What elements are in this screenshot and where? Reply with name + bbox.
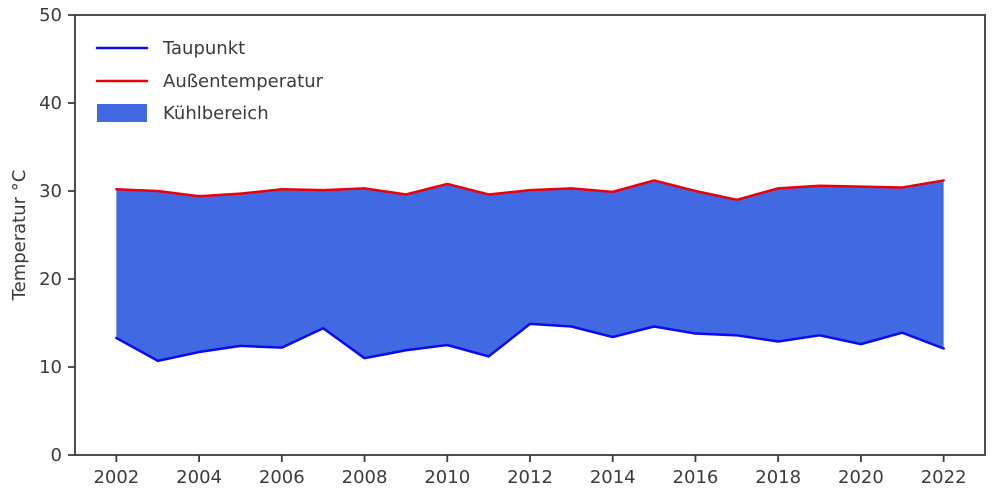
x-tick-label: 2004 <box>176 467 222 488</box>
legend-label: Kühlbereich <box>163 103 269 124</box>
y-tick-label: 20 <box>39 269 62 290</box>
legend-label: Außentemperatur <box>163 71 324 92</box>
x-tick-label: 2020 <box>838 467 884 488</box>
legend: Taupunkt Außentemperatur Kühlbereich <box>95 38 324 124</box>
cooling-region-area <box>116 180 944 361</box>
legend-label: Taupunkt <box>162 38 245 59</box>
x-tick-label: 2016 <box>673 467 719 488</box>
x-tick-label: 2008 <box>342 467 388 488</box>
x-tick-label: 2010 <box>424 467 470 488</box>
y-tick-label: 10 <box>39 357 62 378</box>
legend-patch-sample <box>97 104 147 122</box>
y-tick-label: 50 <box>39 5 62 26</box>
y-axis-label: Temperatur °C <box>9 170 30 302</box>
x-tick-label: 2012 <box>507 467 553 488</box>
x-tick-label: 2022 <box>921 467 967 488</box>
series-line-taupunkt <box>115 322 945 363</box>
x-tick-label: 2006 <box>259 467 305 488</box>
x-tick-label: 2014 <box>590 467 636 488</box>
y-tick-label: 30 <box>39 181 62 202</box>
y-tick-label: 40 <box>39 93 62 114</box>
y-tick-label: 0 <box>51 445 62 466</box>
x-tick-label: 2002 <box>93 467 139 488</box>
series-line-auentemperatur <box>115 179 945 202</box>
x-tick-label: 2018 <box>755 467 801 488</box>
